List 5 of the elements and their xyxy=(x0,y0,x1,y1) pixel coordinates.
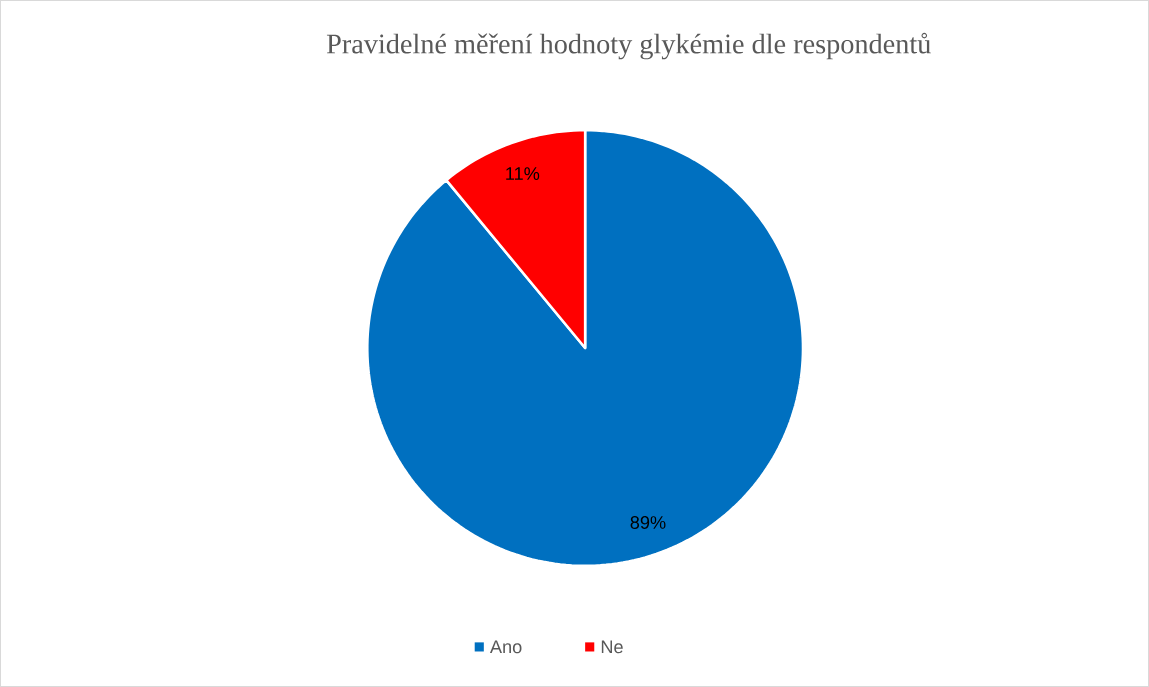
legend-label: Ano xyxy=(489,640,522,654)
chart-title: Pravidelné měření hodnoty glykémie dle respondentů xyxy=(326,32,931,60)
data-label: 11% xyxy=(506,167,540,180)
data-label: 89% xyxy=(630,516,666,529)
legend-label: Ne xyxy=(601,640,623,654)
